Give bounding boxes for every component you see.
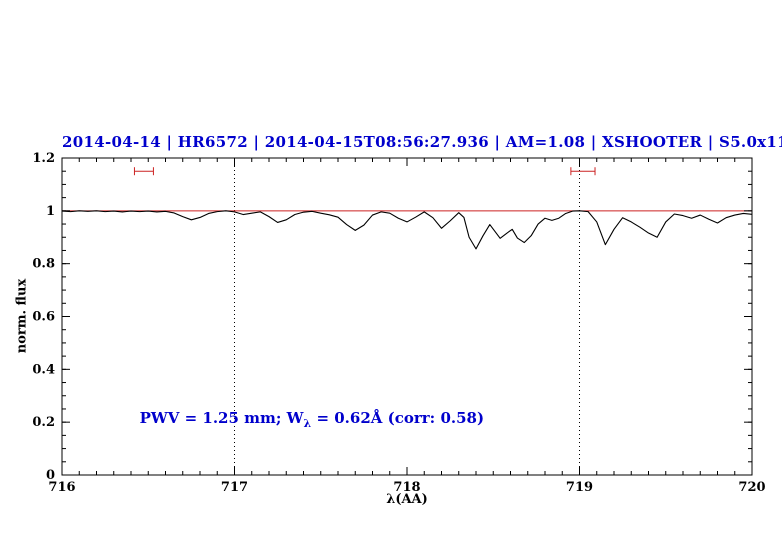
svg-text:716: 716 <box>48 480 75 495</box>
annotation-suffix: = 0.62Å (corr: 0.58) <box>311 409 485 428</box>
svg-text:0.2: 0.2 <box>32 415 55 430</box>
svg-text:1: 1 <box>46 204 55 219</box>
annotation-prefix: PWV = 1.25 mm; W <box>139 409 304 428</box>
svg-text:717: 717 <box>221 480 248 495</box>
svg-text:720: 720 <box>738 480 765 495</box>
y-axis-label: norm. flux <box>14 278 30 354</box>
pwv-annotation: PWV = 1.25 mm; Wλ = 0.62Å (corr: 0.58) <box>140 409 484 430</box>
plot-title: 2014-04-14 | HR6572 | 2014-04-15T08:56:2… <box>62 133 782 151</box>
svg-text:0.4: 0.4 <box>32 362 55 377</box>
svg-text:718: 718 <box>393 480 420 495</box>
svg-text:1.2: 1.2 <box>32 151 55 166</box>
svg-text:0: 0 <box>46 468 55 483</box>
x-axis-label: λ(AA) <box>386 492 428 507</box>
svg-text:0.6: 0.6 <box>32 310 55 325</box>
annotation-lambda-subscript: λ <box>303 417 312 431</box>
svg-text:719: 719 <box>566 480 593 495</box>
svg-text:0.8: 0.8 <box>32 257 55 272</box>
